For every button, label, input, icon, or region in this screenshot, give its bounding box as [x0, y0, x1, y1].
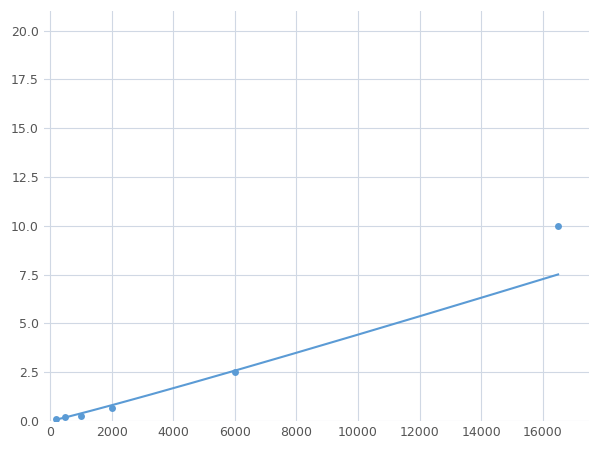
- Point: [230, 369, 239, 376]
- Point: [76, 413, 86, 420]
- Point: [52, 415, 61, 423]
- Point: [61, 414, 70, 421]
- Point: [553, 222, 563, 230]
- Point: [107, 405, 116, 412]
